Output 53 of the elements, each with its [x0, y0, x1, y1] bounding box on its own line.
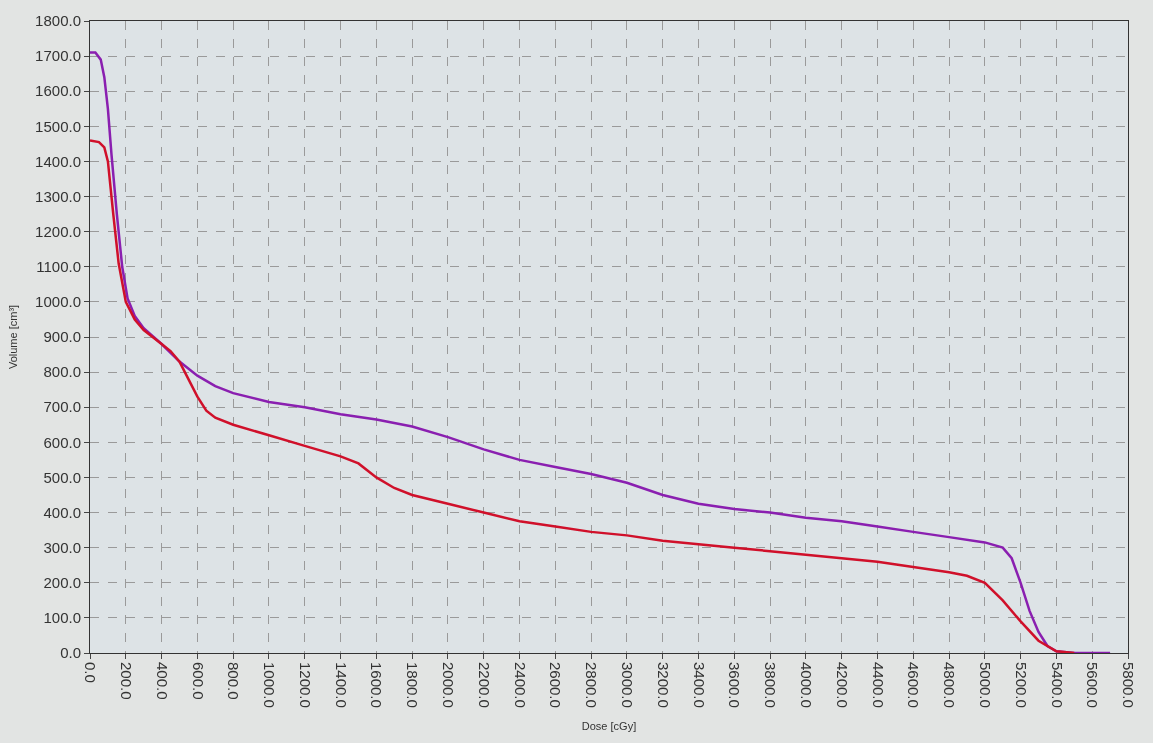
x-tick-label: 2400.0 [511, 662, 529, 708]
x-tick-label: 1600.0 [368, 662, 386, 708]
y-tick-label: 700.0 [43, 398, 81, 416]
x-tick-label: 0.0 [82, 662, 100, 683]
x-tick-label: 1400.0 [332, 662, 350, 708]
x-tick-label: 5000.0 [976, 662, 994, 708]
x-tick-label: 4200.0 [833, 662, 851, 708]
x-tick-label: 5800.0 [1120, 662, 1138, 708]
x-tick-label: 2600.0 [547, 662, 565, 708]
y-tick-label: 400.0 [43, 503, 81, 521]
y-tick-label: 900.0 [43, 328, 81, 346]
y-tick-label: 1700.0 [35, 47, 81, 65]
y-tick-label: 0.0 [60, 644, 81, 662]
x-tick-label: 5200.0 [1012, 662, 1030, 708]
x-tick-label: 600.0 [189, 662, 207, 700]
x-tick-label: 400.0 [153, 662, 171, 700]
y-tick-label: 1200.0 [35, 222, 81, 240]
y-tick-label: 1500.0 [35, 117, 81, 135]
x-tick-label: 4400.0 [869, 662, 887, 708]
y-tick-label: 600.0 [43, 433, 81, 451]
x-tick-label: 1800.0 [404, 662, 422, 708]
y-tick-label: 500.0 [43, 468, 81, 486]
y-tick-label: 1100.0 [36, 258, 81, 276]
y-tick-label: 1000.0 [35, 293, 81, 311]
x-tick-label: 4000.0 [797, 662, 815, 708]
x-tick-label: 2800.0 [583, 662, 601, 708]
y-tick-label: 100.0 [43, 609, 81, 627]
x-tick-label: 3800.0 [762, 662, 780, 708]
line-series [90, 139, 1076, 653]
x-tick-label: 5400.0 [1048, 662, 1066, 708]
y-tick-label: 1400.0 [35, 152, 81, 170]
x-tick-label: 3200.0 [654, 662, 672, 708]
y-axis-title: Volume [cm³] [6, 304, 19, 370]
x-tick-label: 5600.0 [1084, 662, 1102, 708]
y-tick-label: 300.0 [43, 538, 81, 556]
line-series [90, 51, 1112, 653]
x-tick-label: 3000.0 [619, 662, 637, 708]
x-tick-label: 3600.0 [726, 662, 744, 708]
x-tick-label: 2200.0 [475, 662, 493, 708]
x-axis-title: Dose [cGy] [581, 720, 637, 733]
x-tick-label: 1000.0 [261, 662, 279, 708]
y-tick-label: 1600.0 [35, 82, 81, 100]
x-tick-label: 1200.0 [296, 662, 314, 708]
y-tick-label: 1300.0 [35, 187, 81, 205]
y-tick-label: 800.0 [43, 363, 81, 381]
y-tick-label: 1800.0 [35, 12, 81, 30]
x-tick-label: 800.0 [225, 662, 243, 700]
x-tick-label: 4800.0 [941, 662, 959, 708]
x-tick-label: 2000.0 [440, 662, 458, 708]
x-tick-label: 4600.0 [905, 662, 923, 708]
y-tick-label: 200.0 [43, 574, 81, 592]
x-tick-label: 3400.0 [690, 662, 708, 708]
x-tick-label: 200.0 [117, 662, 135, 700]
